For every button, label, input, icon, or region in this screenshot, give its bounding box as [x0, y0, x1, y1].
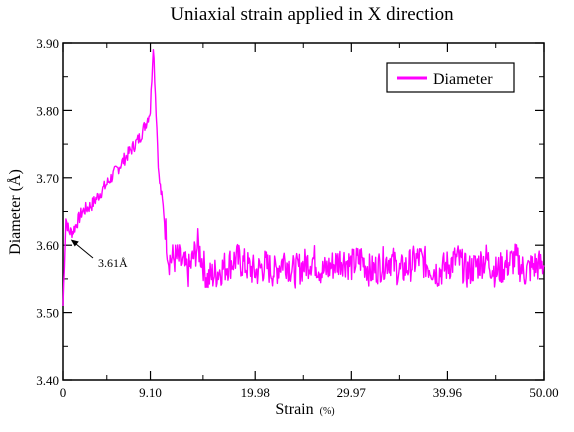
chart-title: Uniaxial strain applied in X direction: [170, 4, 454, 25]
y-tick-label: 3.60: [36, 238, 59, 253]
x-tick-label: 9.10: [139, 385, 162, 400]
annotation-label: 3.61Å: [98, 256, 128, 270]
x-tick-label: 19.98: [241, 385, 270, 400]
plot-frame: [62, 42, 545, 381]
y-tick-label: 3.50: [36, 306, 59, 321]
y-tick-label: 3.40: [36, 373, 59, 388]
x-axis-unit: (%): [320, 406, 335, 417]
x-axis-title: Strain (%): [275, 401, 334, 418]
y-axis-ticks: 3.40 3.50 3.60 3.70 3.80 3.90: [36, 36, 544, 388]
y-tick-label: 3.80: [36, 103, 59, 118]
series-line-diameter: [62, 49, 545, 307]
x-tick-label: 0: [60, 385, 67, 400]
y-tick-label: 3.70: [36, 171, 59, 186]
series-group: [62, 49, 545, 307]
x-tick-label: 39.96: [433, 385, 463, 400]
x-tick-label: 29.97: [337, 385, 367, 400]
annotation-group: 3.61Å: [70, 239, 128, 270]
legend-label-diameter: Diameter: [433, 71, 493, 88]
legend: Diameter: [386, 62, 515, 93]
x-tick-label: 50.00: [529, 385, 558, 400]
annotation-arrowhead: [70, 239, 79, 247]
x-axis-label: Strain: [275, 401, 313, 418]
x-axis-ticks: 0 9.10 19.98 29.97 39.96 50.00: [60, 43, 559, 400]
y-tick-label: 3.90: [36, 36, 59, 51]
y-axis-title: Diameter (Å): [6, 169, 24, 255]
